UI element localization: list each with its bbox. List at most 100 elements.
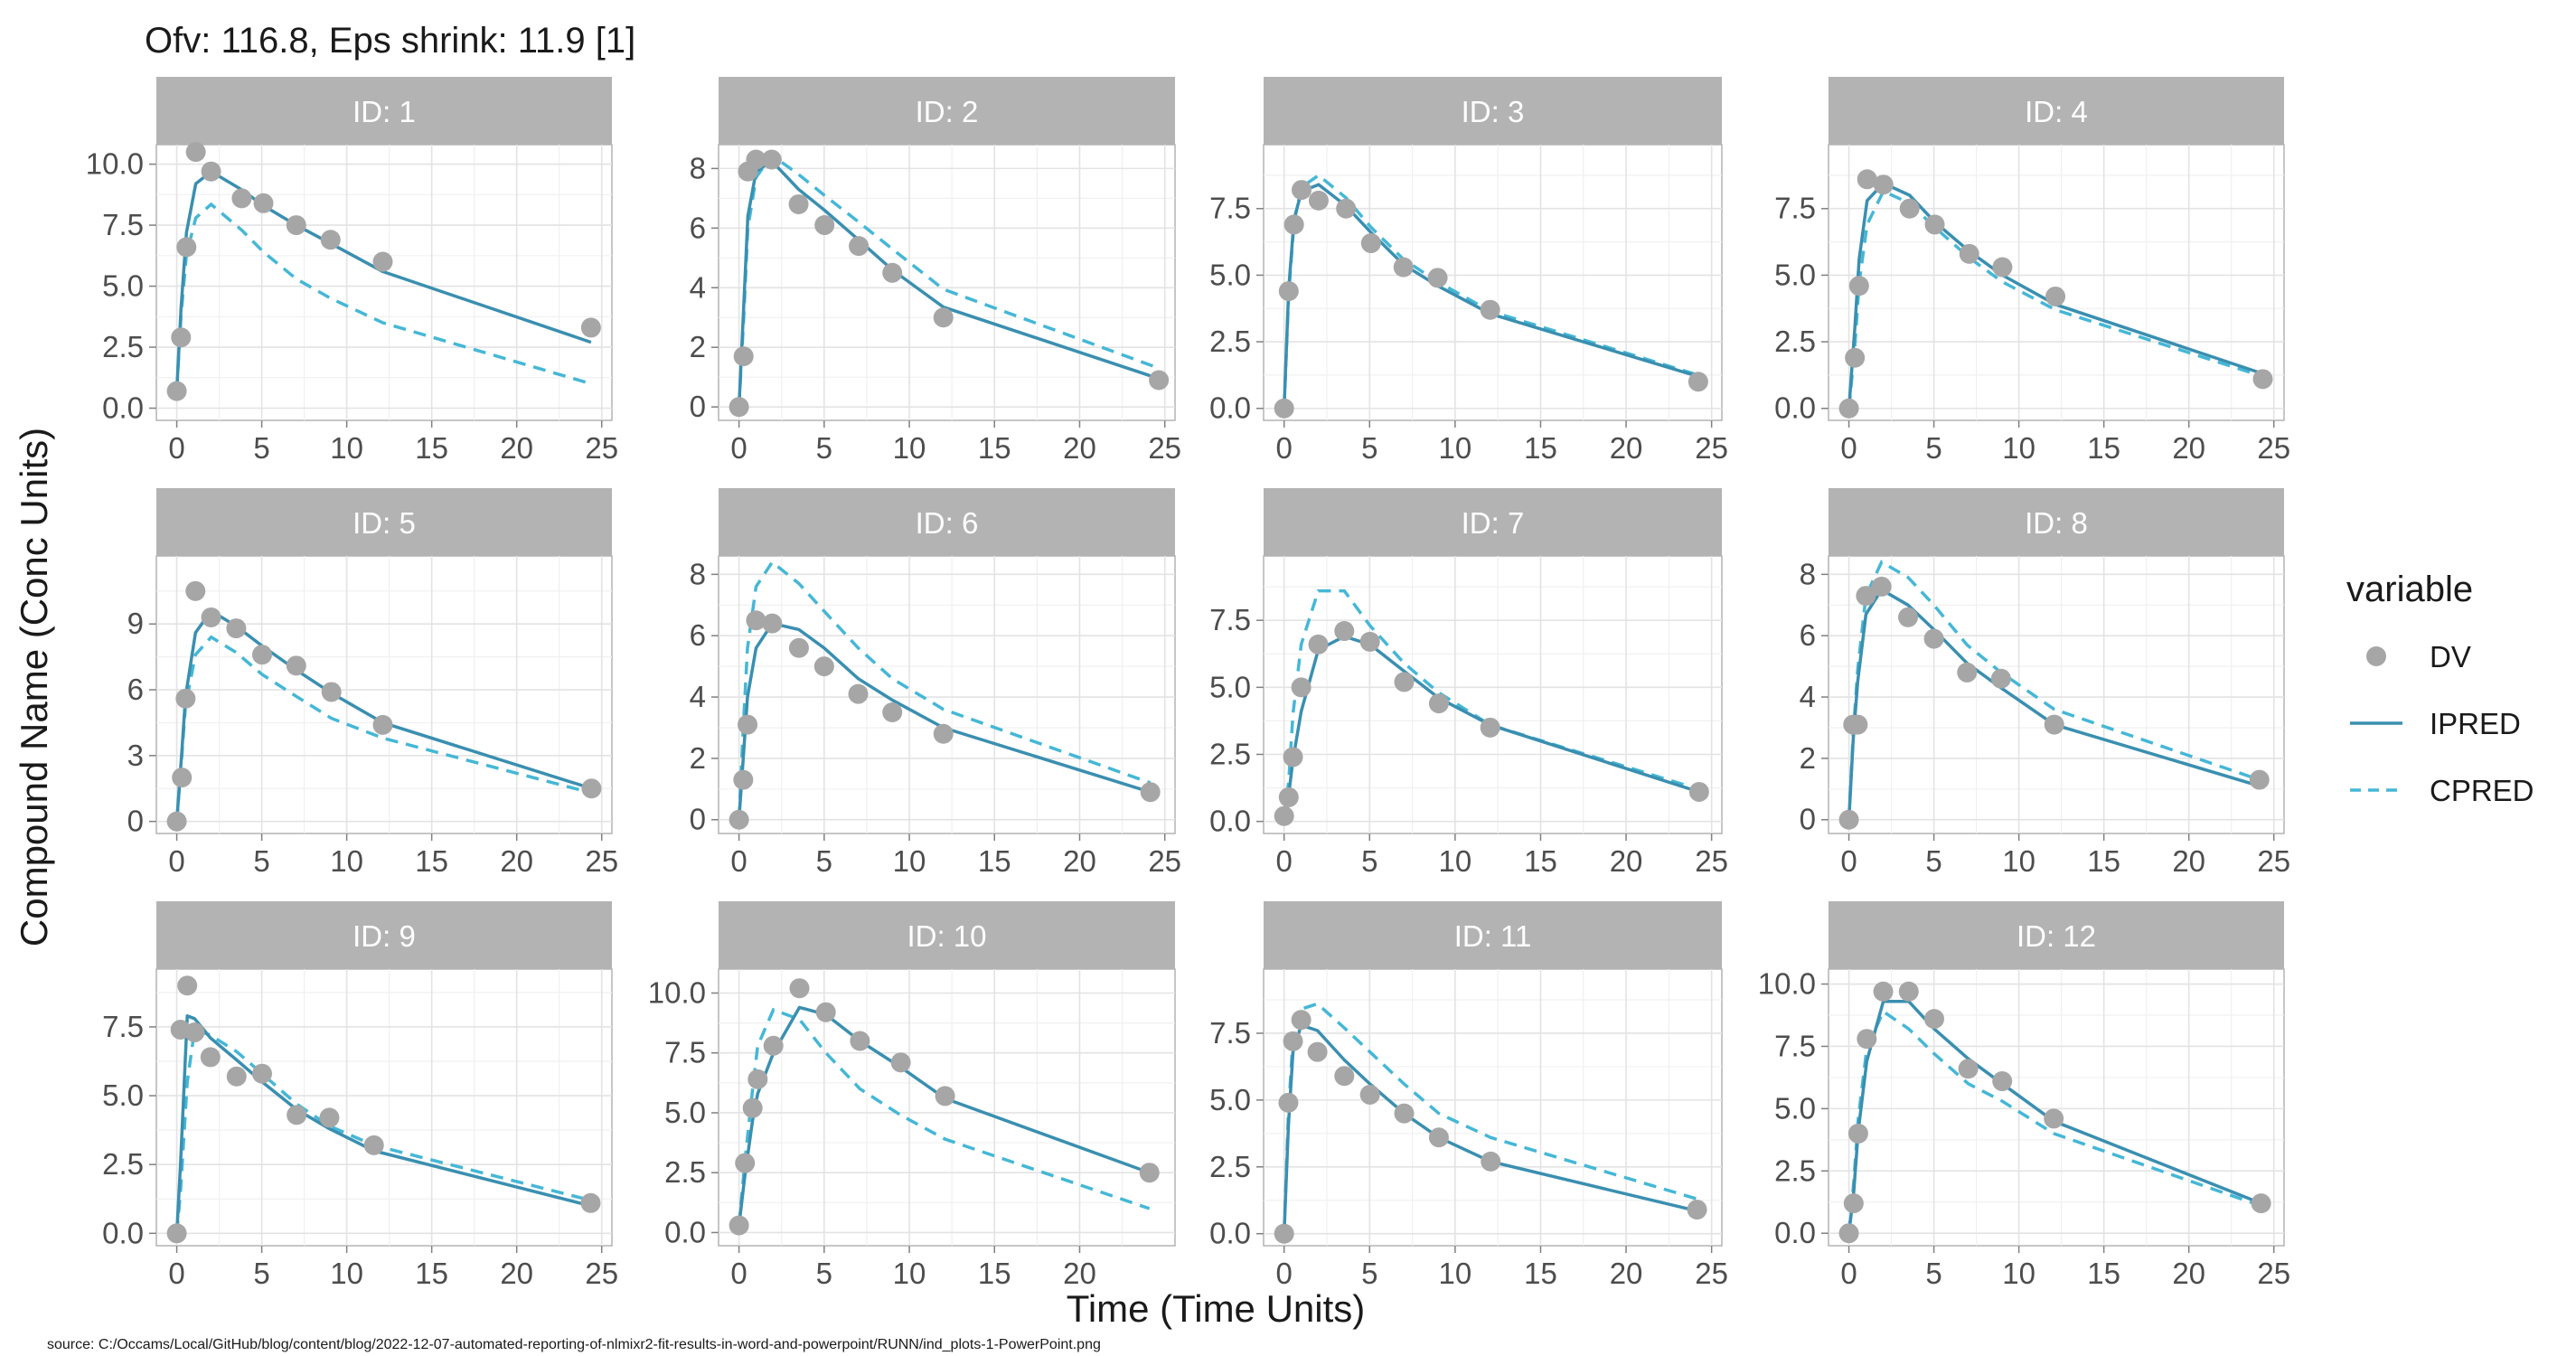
panel-1-dv-point <box>231 188 252 209</box>
panel-11: ID: 11 0 5 10 15 20 25 0.0 2.5 5.0 7.5 <box>1209 901 1728 1290</box>
panel-12-x-tick-label: 20 <box>2172 1257 2205 1290</box>
panel-4-dv-point <box>1959 243 1979 264</box>
panel-6-dv-point <box>788 637 809 658</box>
panel-11-y-tick-label: 7.5 <box>1209 1016 1251 1050</box>
panel-3-x-tick-label: 5 <box>1361 431 1377 465</box>
panel-11-x-tick-label: 0 <box>1276 1257 1293 1290</box>
panel-2-x-tick-label: 5 <box>816 431 832 465</box>
panel-7: ID: 7 0 5 10 15 20 25 0.0 2.5 5.0 7.5 <box>1209 488 1728 878</box>
panel-2-y-tick-label: 6 <box>690 211 706 244</box>
panel-12-strip <box>1829 901 2284 969</box>
panel-6-y-tick-label: 8 <box>690 557 706 590</box>
panel-5-x-tick-label: 25 <box>585 844 618 878</box>
panel-1-strip-label: ID: 1 <box>353 95 416 128</box>
panel-8-x-tick-label: 0 <box>1840 844 1857 878</box>
panel-9-y-tick-label: 0.0 <box>102 1216 144 1249</box>
panel-2-dv-point <box>1149 370 1170 391</box>
panel-7-dv-point <box>1359 631 1380 652</box>
panel-9-y-tick-label: 7.5 <box>102 1010 144 1043</box>
panel-3-strip-label: ID: 3 <box>1462 95 1525 128</box>
panel-2-x-tick-label: 0 <box>730 431 747 465</box>
panel-12-dv-point <box>1843 1193 1864 1214</box>
panel-9-dv-point <box>200 1047 221 1068</box>
panel-5-background <box>155 555 613 834</box>
panel-9-x-tick-label: 25 <box>585 1257 618 1290</box>
panel-2-dv-point <box>933 307 954 328</box>
panel-2-x-tick-label: 20 <box>1063 431 1096 465</box>
panel-5-x-tick-label: 10 <box>330 844 363 878</box>
panel-5: ID: 5 0 5 10 15 20 25 0 3 6 9 <box>127 488 618 878</box>
panel-10-y-tick-label: 7.5 <box>664 1036 706 1069</box>
panel-5-x-tick-label: 20 <box>500 844 533 878</box>
panel-3-dv-point <box>1393 257 1414 278</box>
panel-5-x-tick-label: 15 <box>415 844 448 878</box>
panel-10-y-tick-label: 10.0 <box>648 975 706 1009</box>
plot-title: Ofv: 116.8, Eps shrink: 11.9 [1] <box>145 21 635 61</box>
panel-1-x-tick-label: 20 <box>500 431 533 465</box>
panel-5-dv-point <box>581 778 602 799</box>
panel-1-y-tick-label: 0.0 <box>102 391 144 425</box>
panel-9-dv-point <box>177 975 198 996</box>
panel-5-dv-point <box>185 580 206 601</box>
panel-1-dv-point <box>253 193 274 213</box>
panel-12-y-tick-label: 0.0 <box>1774 1216 1816 1249</box>
panel-9: ID: 9 0 5 10 15 20 25 0.0 2.5 5.0 7.5 <box>102 901 618 1290</box>
panel-3-y-tick-label: 0.0 <box>1209 391 1251 425</box>
panel-3-x-tick-label: 0 <box>1276 431 1293 465</box>
panel-5-cpred-line <box>174 635 592 822</box>
panel-2-background <box>718 144 1176 421</box>
panel-9-cpred-line <box>174 1027 591 1234</box>
panel-12-dv-point <box>2251 1193 2271 1214</box>
panel-10-dv-point <box>890 1052 911 1073</box>
panel-12-y-tick-label: 2.5 <box>1774 1154 1816 1187</box>
panel-12-dv-point <box>1958 1059 1979 1079</box>
panel-6-dv-point <box>882 702 903 723</box>
panel-9-x-tick-label: 20 <box>500 1257 533 1290</box>
panel-5-dv-point <box>201 607 221 627</box>
panel-11-dv-point <box>1274 1223 1294 1244</box>
panel-3-y-tick-label: 2.5 <box>1209 325 1251 358</box>
panel-6-x-tick-label: 15 <box>978 844 1011 878</box>
panel-3-dv-point <box>1274 398 1294 419</box>
panel-6-cpred-line <box>737 560 1152 820</box>
panel-3-dv-point <box>1336 198 1357 219</box>
panel-9-strip <box>156 901 612 969</box>
panel-3-dv-point <box>1427 268 1448 288</box>
panel-2-dv-point <box>733 346 754 367</box>
panel-5-dv-point <box>226 618 247 639</box>
panel-4-strip <box>1829 77 2284 145</box>
panel-7-strip-label: ID: 7 <box>1462 506 1525 540</box>
panel-2-dv-point <box>788 193 809 214</box>
panel-12-dv-point <box>1857 1029 1877 1050</box>
legend-dv-key <box>2366 646 2386 666</box>
panel-10-dv-point <box>742 1097 763 1118</box>
panel-4-dv-point <box>1838 398 1859 419</box>
panel-10-ipred-line <box>737 1005 1151 1226</box>
panel-7-x-tick-label: 20 <box>1610 844 1643 878</box>
panel-9-x-tick-label: 0 <box>168 1257 184 1290</box>
panel-8-x-tick-label: 15 <box>2087 844 2120 878</box>
panel-4-dv-point <box>2252 369 2273 390</box>
panel-3-dv-point <box>1283 214 1304 235</box>
panel-11-dv-point <box>1394 1103 1415 1124</box>
panel-7-dv-point <box>1278 786 1299 807</box>
panel-11-dv-point <box>1428 1127 1449 1148</box>
panel-2-strip-label: ID: 2 <box>916 95 979 128</box>
panel-8-y-tick-label: 8 <box>1800 557 1816 590</box>
panel-12-dv-point <box>1847 1123 1868 1144</box>
panel-11-dv-point <box>1278 1092 1299 1113</box>
panel-7-dv-point <box>1394 672 1415 692</box>
panel-8-dv-point <box>2044 714 2064 735</box>
panel-9-ipred-line <box>174 1014 591 1234</box>
panel-1-x-tick-label: 10 <box>330 431 363 465</box>
panel-11-x-tick-label: 15 <box>1524 1257 1557 1290</box>
panel-4-x-tick-label: 0 <box>1840 431 1857 465</box>
panel-9-y-tick-label: 2.5 <box>102 1147 144 1181</box>
panel-11-y-tick-label: 0.0 <box>1209 1217 1251 1250</box>
panel-2-ipred-line <box>737 159 1160 408</box>
panel-9-dv-point <box>184 1022 205 1043</box>
panel-1-background <box>155 144 613 421</box>
panel-8-y-tick-label: 4 <box>1800 680 1816 713</box>
panel-12-x-tick-label: 10 <box>2002 1257 2035 1290</box>
panel-12: ID: 12 0 5 10 15 20 25 0.0 2.5 5.0 7.5 10.0 <box>1758 901 2290 1290</box>
